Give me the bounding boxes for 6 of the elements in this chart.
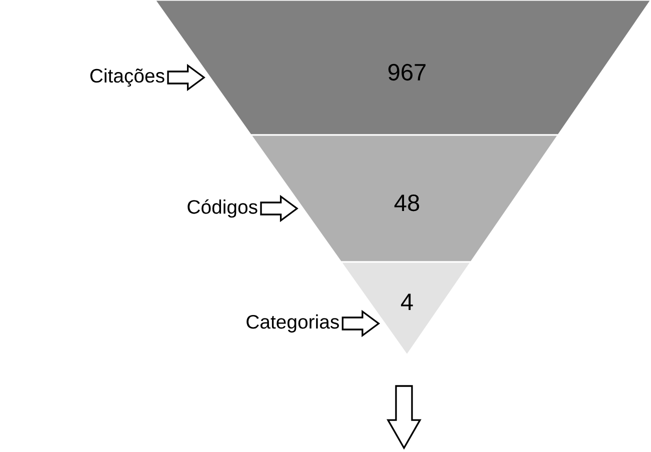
data-label: 967 [388,64,426,81]
category-label: Categorias [246,314,339,333]
data-label: 4 [400,294,413,310]
category-label: Citações [90,68,164,87]
data-label: 48 [394,194,420,212]
category-label: Códigos [188,199,258,218]
